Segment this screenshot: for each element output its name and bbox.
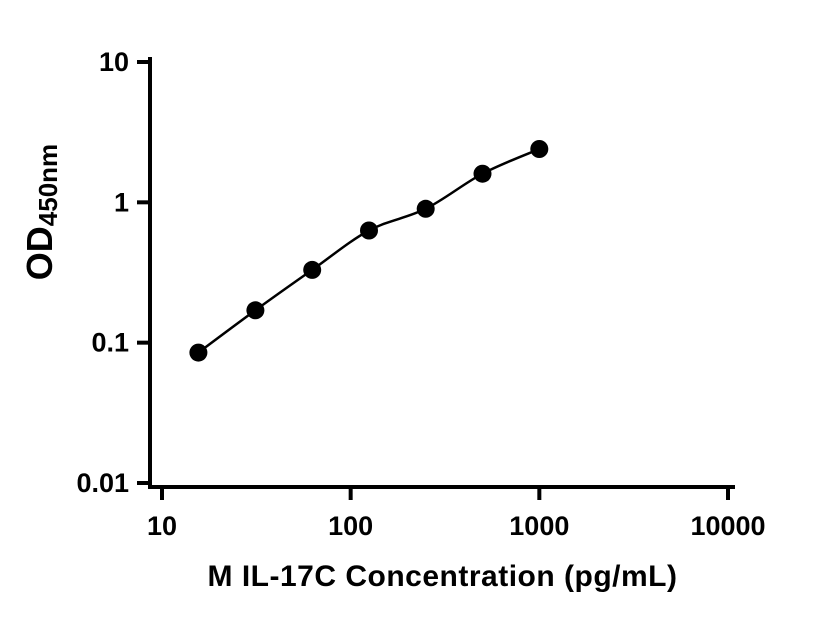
y-axis-title-subscript: 450nm <box>33 143 63 227</box>
y-axis-tick-label: 0.01 <box>76 468 129 498</box>
x-axis-tick-label: 100 <box>328 511 373 541</box>
data-point-marker <box>416 199 435 218</box>
data-point-marker <box>530 140 549 158</box>
x-axis-tick-label: 10000 <box>690 511 765 541</box>
y-axis-tick-label: 10 <box>99 47 129 77</box>
y-axis-title: OD 450nm <box>19 62 65 362</box>
y-axis-title-main: OD <box>19 226 60 281</box>
x-axis-title: M IL-17C Concentration (pg/mL) <box>207 560 678 593</box>
y-axis-tick-label: 1 <box>114 187 129 217</box>
data-point-marker <box>303 260 322 279</box>
x-axis-tick-label: 10 <box>147 511 177 541</box>
data-point-marker <box>473 164 492 183</box>
y-axis-tick-label: 0.1 <box>91 328 129 358</box>
x-axis-tick-label: 1000 <box>509 511 569 541</box>
data-point-marker <box>246 301 265 320</box>
data-point-marker <box>360 221 378 240</box>
data-point-marker <box>189 343 208 362</box>
